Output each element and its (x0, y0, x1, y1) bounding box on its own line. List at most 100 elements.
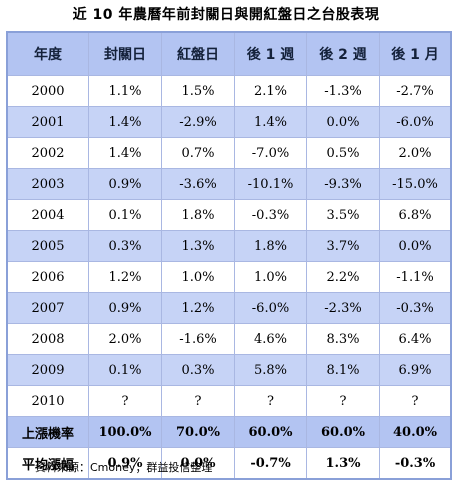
value-cell: 1.1% (88, 75, 162, 107)
summary-row-average-change: 平均漲幅 0.9% 0.0% -0.7% 1.3% -0.3% (6, 447, 452, 480)
value-cell: 8.3% (306, 323, 380, 355)
value-cell: 0.9% (88, 292, 162, 324)
value-cell: -6.0% (379, 106, 452, 138)
year-cell: 2002 (6, 137, 89, 169)
value-cell: 2.0% (379, 137, 452, 169)
year-cell: 2009 (6, 354, 89, 386)
page-title: 近 10 年農曆年前封關日與開紅盤日之台股表現 (72, 7, 380, 23)
value-cell: 3.5% (306, 199, 380, 231)
table-row: 2008 2.0% -1.6% 4.6% 8.3% 6.4% (6, 323, 452, 355)
value-cell: 0.0% (306, 106, 380, 138)
value-cell: 1.2% (161, 292, 235, 324)
summary-value-cell: 60.0% (234, 416, 307, 448)
value-cell: 0.7% (161, 137, 235, 169)
header-cell-after-2-weeks: 後 2 週 (306, 31, 380, 76)
value-cell: 8.1% (306, 354, 380, 386)
value-cell: ? (88, 385, 162, 417)
value-cell: 6.8% (379, 199, 452, 231)
year-cell: 2000 (6, 75, 89, 107)
value-cell: -15.0% (379, 168, 452, 200)
value-cell: -10.1% (234, 168, 307, 200)
value-cell: 2.1% (234, 75, 307, 107)
value-cell: -3.6% (161, 168, 235, 200)
header-cell-closing-day: 封關日 (88, 31, 162, 76)
value-cell: -6.0% (234, 292, 307, 324)
value-cell: 1.0% (234, 261, 307, 293)
value-cell: 5.8% (234, 354, 307, 386)
value-cell: -2.9% (161, 106, 235, 138)
summary-label: 平均漲幅 (6, 447, 89, 480)
summary-value-cell: -0.3% (379, 447, 452, 480)
header-cell-after-1-week: 後 1 週 (234, 31, 307, 76)
value-cell: -0.3% (379, 292, 452, 324)
value-cell: 2.2% (306, 261, 380, 293)
summary-value-cell: 40.0% (379, 416, 452, 448)
table-row: 2005 0.3% 1.3% 1.8% 3.7% 0.0% (6, 230, 452, 262)
header-cell-after-1-month: 後 1 月 (379, 31, 452, 76)
year-cell: 2006 (6, 261, 89, 293)
table-row: 2004 0.1% 1.8% -0.3% 3.5% 6.8% (6, 199, 452, 231)
value-cell: 4.6% (234, 323, 307, 355)
value-cell: ? (306, 385, 380, 417)
year-cell: 2005 (6, 230, 89, 262)
value-cell: -1.3% (306, 75, 380, 107)
value-cell: 1.0% (161, 261, 235, 293)
table-row: 2000 1.1% 1.5% 2.1% -1.3% -2.7% (6, 75, 452, 107)
value-cell: 2.0% (88, 323, 162, 355)
value-cell: -1.1% (379, 261, 452, 293)
summary-value-cell: 70.0% (161, 416, 235, 448)
value-cell: 1.2% (88, 261, 162, 293)
value-cell: 0.9% (88, 168, 162, 200)
table-row: 2006 1.2% 1.0% 1.0% 2.2% -1.1% (6, 261, 452, 293)
returns-table: 年度 封關日 紅盤日 後 1 週 後 2 週 後 1 月 2000 1.1% 1… (6, 31, 452, 480)
value-cell: ? (234, 385, 307, 417)
year-cell: 2001 (6, 106, 89, 138)
value-cell: -9.3% (306, 168, 380, 200)
value-cell: -7.0% (234, 137, 307, 169)
summary-value-cell: -0.7% (234, 447, 307, 480)
table-row: 2003 0.9% -3.6% -10.1% -9.3% -15.0% (6, 168, 452, 200)
table-row: 2002 1.4% 0.7% -7.0% 0.5% 2.0% (6, 137, 452, 169)
value-cell: 1.4% (88, 137, 162, 169)
value-cell: 1.8% (161, 199, 235, 231)
table-row: 2001 1.4% -2.9% 1.4% 0.0% -6.0% (6, 106, 452, 138)
summary-row-rise-probability: 上漲機率 100.0% 70.0% 60.0% 60.0% 40.0% (6, 416, 452, 448)
summary-value-cell: 60.0% (306, 416, 380, 448)
table-header-row: 年度 封關日 紅盤日 後 1 週 後 2 週 後 1 月 (6, 31, 452, 76)
year-cell: 2010 (6, 385, 89, 417)
summary-value-cell: 100.0% (88, 416, 162, 448)
summary-label: 上漲機率 (6, 416, 89, 448)
value-cell: ? (161, 385, 235, 417)
value-cell: 1.4% (234, 106, 307, 138)
value-cell: 6.9% (379, 354, 452, 386)
value-cell: 1.4% (88, 106, 162, 138)
value-cell: 0.1% (88, 199, 162, 231)
table-row: 2010 ? ? ? ? ? (6, 385, 452, 417)
table-row: 2009 0.1% 0.3% 5.8% 8.1% 6.9% (6, 354, 452, 386)
value-cell: 1.3% (161, 230, 235, 262)
value-cell: 0.5% (306, 137, 380, 169)
summary-value-cell: 1.3% (306, 447, 380, 480)
value-cell: ? (379, 385, 452, 417)
value-cell: 1.8% (234, 230, 307, 262)
value-cell: -1.6% (161, 323, 235, 355)
value-cell: 0.3% (88, 230, 162, 262)
value-cell: 3.7% (306, 230, 380, 262)
summary-value-cell: 0.0% (161, 447, 235, 480)
value-cell: 6.4% (379, 323, 452, 355)
header-cell-year: 年度 (6, 31, 89, 76)
table-row: 2007 0.9% 1.2% -6.0% -2.3% -0.3% (6, 292, 452, 324)
header-cell-opening-day: 紅盤日 (161, 31, 235, 76)
value-cell: 0.0% (379, 230, 452, 262)
source-note: 資料來源：Cmoney；群益投信整理 (35, 461, 213, 474)
value-cell: 1.5% (161, 75, 235, 107)
year-cell: 2008 (6, 323, 89, 355)
value-cell: -0.3% (234, 199, 307, 231)
value-cell: 0.1% (88, 354, 162, 386)
value-cell: 0.3% (161, 354, 235, 386)
value-cell: -2.3% (306, 292, 380, 324)
year-cell: 2004 (6, 199, 89, 231)
year-cell: 2003 (6, 168, 89, 200)
year-cell: 2007 (6, 292, 89, 324)
value-cell: -2.7% (379, 75, 452, 107)
